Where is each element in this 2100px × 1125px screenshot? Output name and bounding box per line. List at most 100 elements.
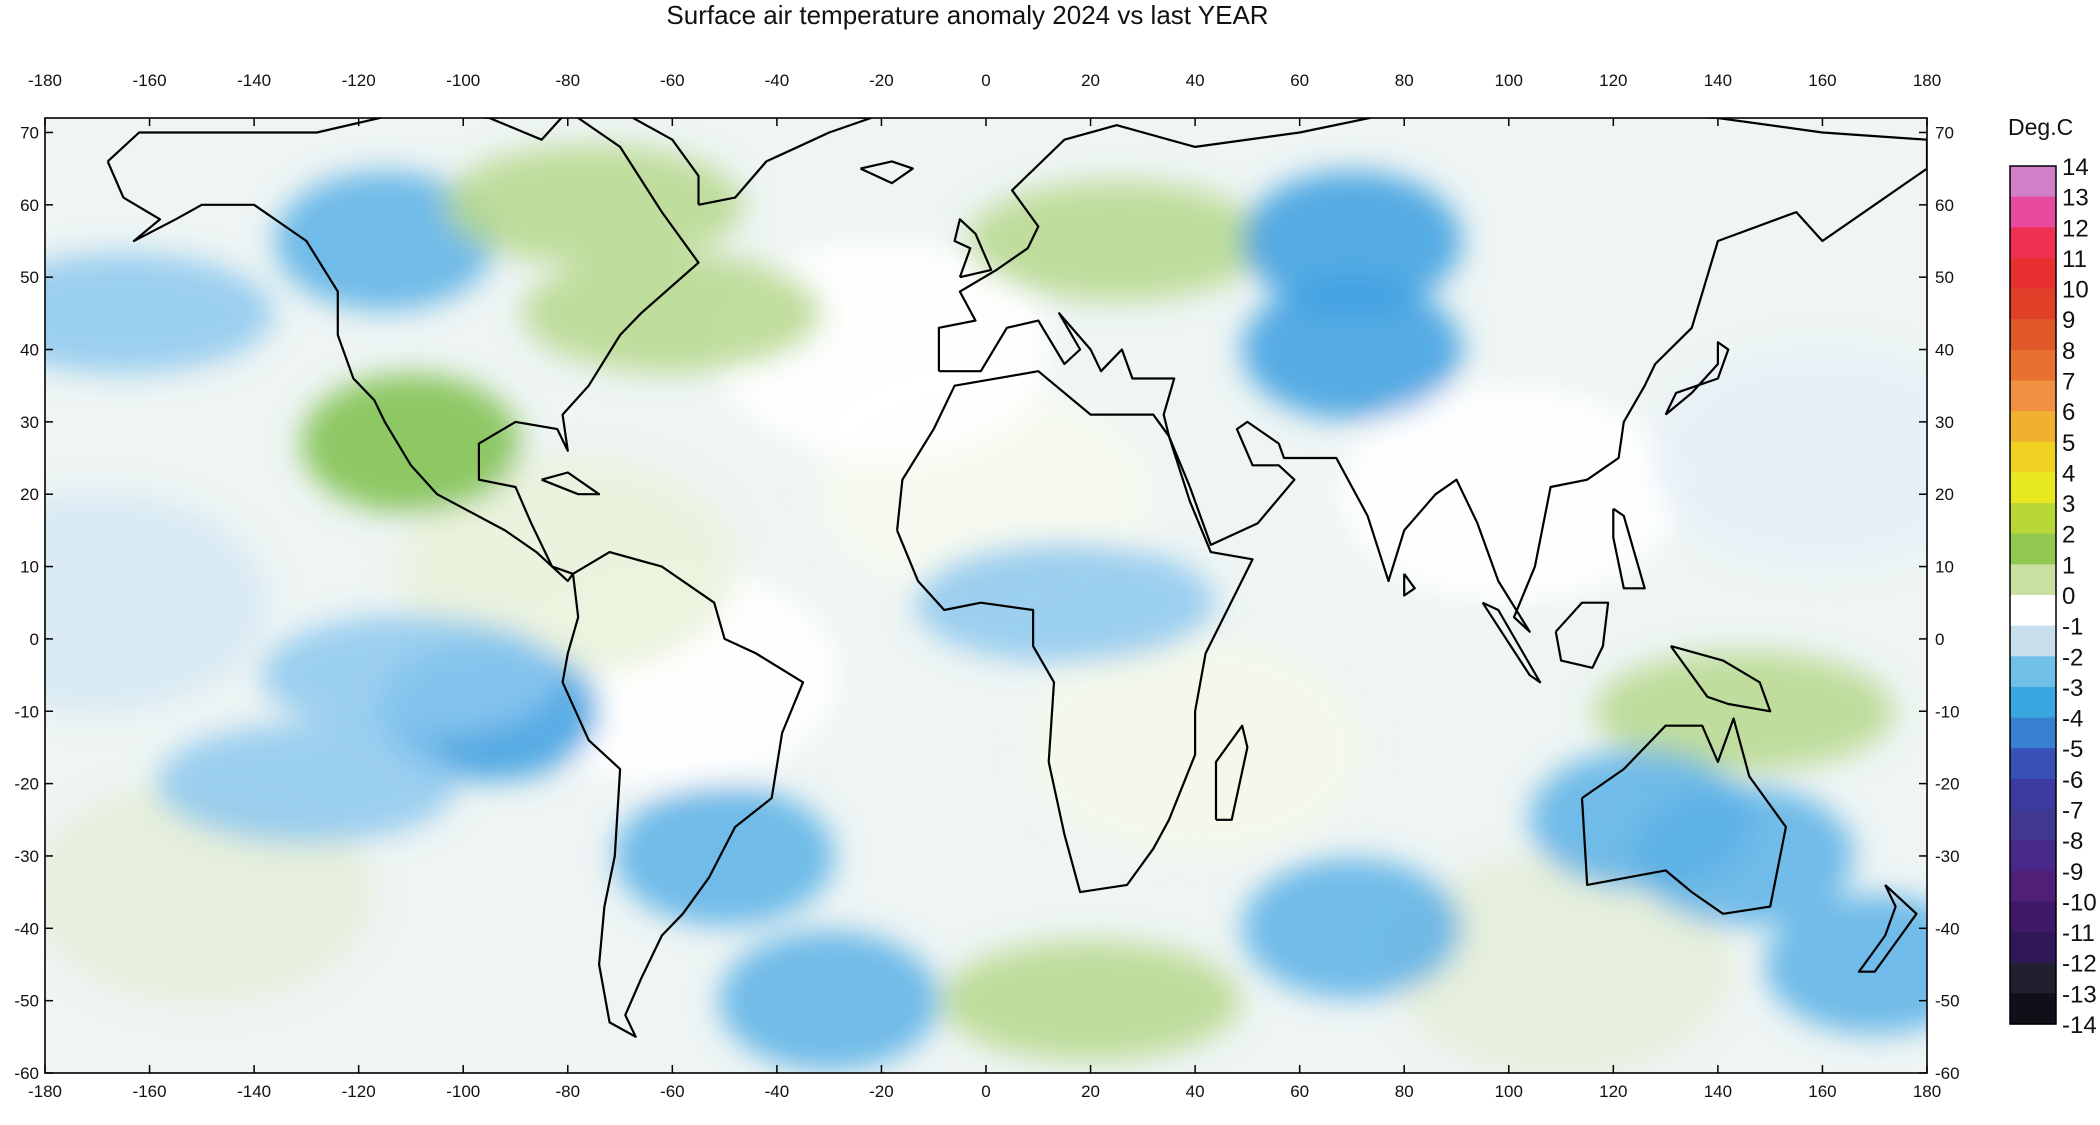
lon-label-top: 0 bbox=[981, 71, 990, 90]
lat-label-left: -20 bbox=[14, 775, 39, 794]
colorbar-label: -9 bbox=[2062, 859, 2083, 886]
colorbar-label: -11 bbox=[2062, 920, 2095, 947]
colorbar-label: -1 bbox=[2062, 614, 2083, 641]
lat-label-left: 0 bbox=[30, 630, 39, 649]
lat-label-left: 40 bbox=[20, 341, 39, 360]
lat-label-right: 50 bbox=[1935, 268, 1954, 287]
lon-label-bottom: 60 bbox=[1290, 1082, 1309, 1101]
lon-label-bottom: -100 bbox=[446, 1082, 480, 1101]
colorbar-unit-label: Deg.C bbox=[2008, 114, 2074, 140]
colorbar-label: -13 bbox=[2062, 981, 2097, 1008]
lon-label-top: -140 bbox=[237, 71, 271, 90]
colorbar-swatch bbox=[2010, 288, 2056, 320]
lat-label-left: -50 bbox=[14, 992, 39, 1011]
colorbar-swatch bbox=[2010, 932, 2056, 964]
colorbar-swatch bbox=[2010, 901, 2056, 933]
coastline-australia bbox=[1580, 717, 1788, 915]
lon-label-bottom: -120 bbox=[342, 1082, 376, 1101]
lon-label-bottom: 100 bbox=[1495, 1082, 1523, 1101]
anomaly-region bbox=[522, 253, 823, 374]
anomaly-region bbox=[274, 170, 495, 311]
lat-label-left: -30 bbox=[14, 847, 39, 866]
colorbar-swatch bbox=[2010, 257, 2056, 290]
colorbar-label: 11 bbox=[2062, 246, 2087, 273]
anomaly-region bbox=[940, 940, 1241, 1061]
lat-label-left: 60 bbox=[20, 196, 39, 215]
colorbar-swatch bbox=[2010, 441, 2056, 474]
coastline-britain bbox=[953, 218, 993, 279]
colorbar-swatch bbox=[2010, 840, 2056, 872]
lon-label-bottom: -160 bbox=[133, 1082, 167, 1101]
lon-label-bottom: -40 bbox=[765, 1082, 790, 1101]
colorbar-swatch bbox=[2010, 778, 2056, 811]
anomaly-region bbox=[1764, 894, 1927, 1035]
coastline-japan bbox=[1664, 341, 1730, 416]
lat-label-left: 30 bbox=[20, 413, 39, 432]
coastline-new-zealand bbox=[1857, 884, 1918, 973]
lon-label-bottom: 180 bbox=[1913, 1082, 1941, 1101]
colorbar-label: 5 bbox=[2062, 430, 2075, 457]
axis-ticks: -180-180-160-160-140-140-120-120-100-100… bbox=[14, 71, 1959, 1101]
colorbar-swatch bbox=[2010, 809, 2056, 841]
lon-label-top: -40 bbox=[765, 71, 790, 90]
colorbar-label: -6 bbox=[2062, 767, 2083, 794]
colorbar-swatch bbox=[2010, 870, 2056, 903]
lat-label-right: -60 bbox=[1935, 1064, 1960, 1083]
lat-label-left: -60 bbox=[14, 1064, 39, 1083]
lat-label-right: 70 bbox=[1935, 123, 1954, 142]
lat-label-right: -20 bbox=[1935, 775, 1960, 794]
coastline-philippines bbox=[1612, 507, 1646, 590]
lat-label-right: 60 bbox=[1935, 196, 1954, 215]
anomaly-field bbox=[45, 118, 1927, 1073]
lat-label-right: -30 bbox=[1935, 847, 1960, 866]
lat-label-right: -50 bbox=[1935, 992, 1960, 1011]
lon-label-bottom: 140 bbox=[1704, 1082, 1732, 1101]
lon-label-top: -120 bbox=[342, 71, 376, 90]
anomaly-region bbox=[260, 615, 561, 736]
coastline-south-america bbox=[561, 550, 805, 1038]
anomaly-region bbox=[719, 930, 940, 1071]
lon-label-top: 60 bbox=[1290, 71, 1309, 90]
anomaly-region bbox=[443, 144, 744, 265]
lon-label-top: 120 bbox=[1599, 71, 1627, 90]
lon-label-top: 160 bbox=[1808, 71, 1836, 90]
coastline-borneo bbox=[1554, 601, 1610, 669]
colorbar-label: 8 bbox=[2062, 338, 2075, 365]
colorbar-label: -14 bbox=[2062, 1012, 2097, 1039]
lon-label-bottom: -180 bbox=[28, 1082, 62, 1101]
lat-label-right: -40 bbox=[1935, 919, 1960, 938]
lon-label-bottom: -80 bbox=[555, 1082, 580, 1101]
colorbar-swatch bbox=[2010, 748, 2056, 780]
lon-label-bottom: 80 bbox=[1395, 1082, 1414, 1101]
lon-label-bottom: 0 bbox=[981, 1082, 990, 1101]
lat-label-left: -10 bbox=[14, 702, 39, 721]
colorbar-swatch bbox=[2010, 380, 2056, 412]
colorbar-swatch bbox=[2010, 227, 2056, 259]
colorbar-label: -10 bbox=[2062, 889, 2097, 916]
anomaly-region bbox=[1241, 858, 1462, 999]
anomaly-region bbox=[914, 542, 1215, 663]
anomaly-region bbox=[45, 253, 274, 374]
lon-label-bottom: -140 bbox=[237, 1082, 271, 1101]
lat-label-right: 40 bbox=[1935, 341, 1954, 360]
colorbar-swatch bbox=[2010, 349, 2056, 382]
lon-label-bottom: -60 bbox=[660, 1082, 685, 1101]
lat-label-right: -10 bbox=[1935, 702, 1960, 721]
lat-label-right: 30 bbox=[1935, 413, 1954, 432]
lon-label-bottom: 40 bbox=[1186, 1082, 1205, 1101]
coastline-greenland bbox=[630, 118, 873, 206]
colorbar-label: -12 bbox=[2062, 951, 2097, 978]
colorbar: 14131211109876543210-1-2-3-4-5-6-7-8-9-1… bbox=[2009, 154, 2097, 1039]
colorbar-swatch bbox=[2010, 625, 2056, 657]
colorbar-label: 12 bbox=[2062, 215, 2089, 242]
lon-label-top: -180 bbox=[28, 71, 62, 90]
anomaly-region bbox=[1594, 651, 1895, 772]
colorbar-swatch bbox=[2010, 564, 2056, 596]
colorbar-swatch bbox=[2010, 962, 2056, 994]
colorbar-frame bbox=[2009, 165, 2057, 1025]
lat-label-left: 50 bbox=[20, 268, 39, 287]
colorbar-label: 2 bbox=[2062, 522, 2075, 549]
colorbar-swatch bbox=[2010, 533, 2056, 565]
lat-label-left: 10 bbox=[20, 558, 39, 577]
